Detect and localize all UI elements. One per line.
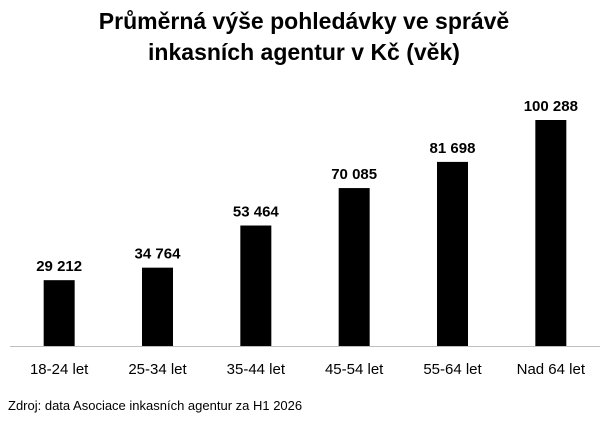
x-tick-label: 18-24 let <box>30 361 89 378</box>
bar-value-label: 70 085 <box>331 166 377 183</box>
bar <box>535 120 567 346</box>
bar-value-label: 81 698 <box>430 140 476 157</box>
chart-title-line-1: Průměrná výše pohledávky ve správě <box>98 8 510 34</box>
x-tick-label: 45-54 let <box>325 361 384 378</box>
bar-value-label: 100 288 <box>524 98 578 115</box>
bar <box>43 280 75 346</box>
bar-value-label: 34 764 <box>135 246 182 263</box>
source-note: Zdroj: data Asociace inkasních agentur z… <box>8 398 303 413</box>
x-tick-label: 25-34 let <box>128 361 187 378</box>
x-tick-label: 35-44 let <box>227 361 286 378</box>
bar <box>240 225 272 346</box>
bar-value-label: 53 464 <box>233 204 280 221</box>
bar-value-label: 29 212 <box>36 258 82 275</box>
x-tick-label: Nad 64 let <box>517 361 586 378</box>
chart-title-line-2: inkasních agentur v Kč (věk) <box>148 39 460 65</box>
chart-title: Průměrná výše pohledávky ve správě inkas… <box>0 6 608 68</box>
bar <box>142 267 173 346</box>
bar <box>437 161 468 346</box>
bar <box>338 188 370 346</box>
x-tick-label: 55-64 let <box>423 361 482 378</box>
